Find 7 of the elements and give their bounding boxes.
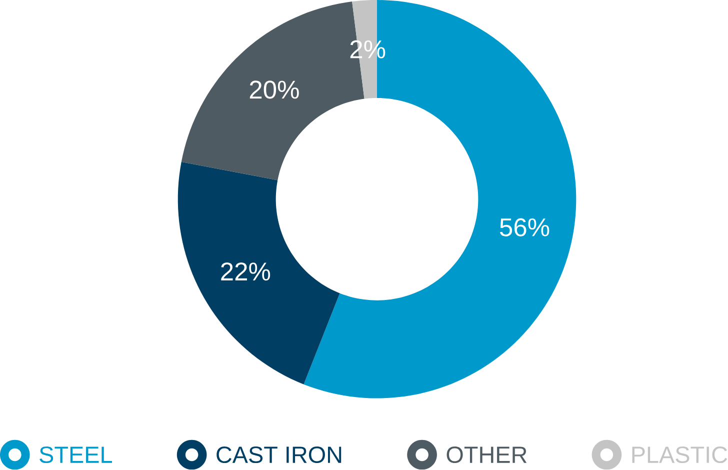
data-label: 56% — [500, 218, 550, 237]
legend-label: CAST IRON — [216, 446, 342, 464]
legend-label: STEEL — [40, 446, 112, 464]
data-label: 20% — [250, 80, 299, 99]
data-label: 22% — [221, 262, 270, 281]
legend-label: OTHER — [446, 446, 527, 464]
legend-label: PLASTIC — [632, 446, 728, 464]
